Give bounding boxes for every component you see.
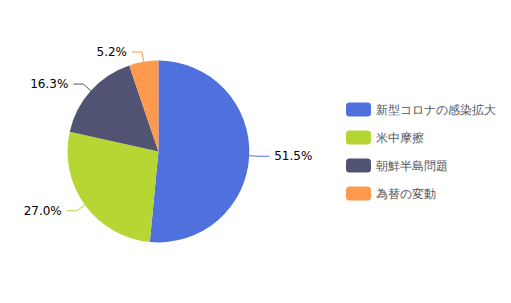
- svg-text:5.2%: 5.2%: [96, 45, 127, 59]
- svg-text:朝鮮半島問題: 朝鮮半島問題: [376, 159, 448, 173]
- svg-text:16.3%: 16.3%: [30, 77, 68, 91]
- svg-text:27.0%: 27.0%: [24, 204, 62, 218]
- svg-text:新型コロナの感染拡大: 新型コロナの感染拡大: [376, 103, 496, 117]
- svg-text:為替の変動: 為替の変動: [376, 187, 436, 201]
- svg-text:51.5%: 51.5%: [274, 149, 312, 163]
- svg-text:米中摩擦: 米中摩擦: [376, 131, 424, 145]
